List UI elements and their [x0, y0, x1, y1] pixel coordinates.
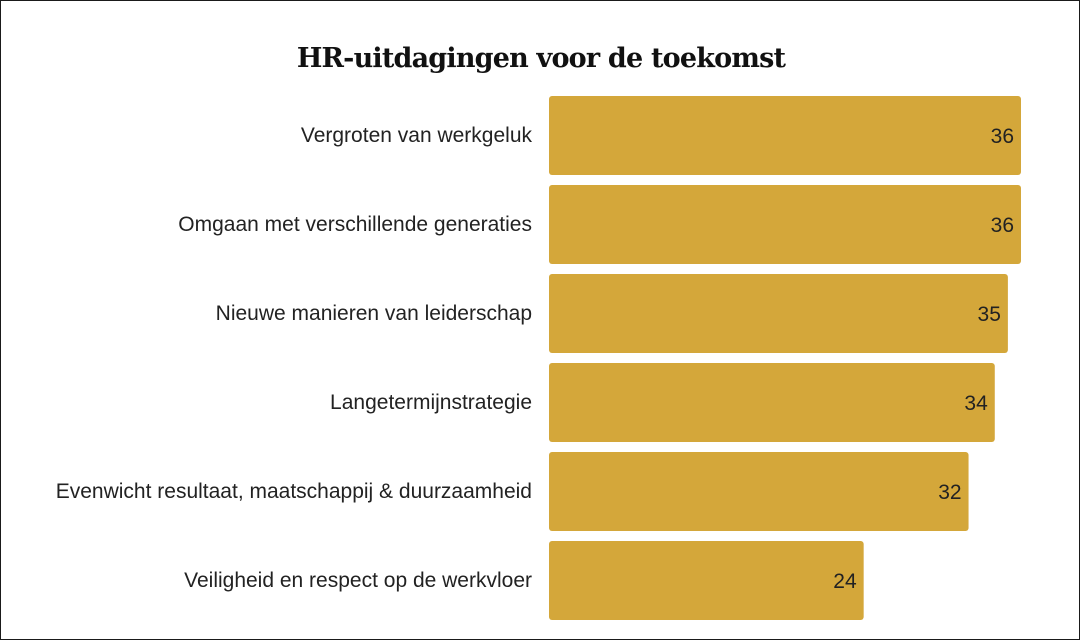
bar-4: [549, 363, 995, 442]
category-label-2: Omgaan met verschillende generaties: [178, 213, 532, 236]
category-label-3: Nieuwe manieren van leiderschap: [216, 302, 532, 325]
bar-6: [549, 541, 864, 620]
category-label-6: Veiligheid en respect op de werkvloer: [184, 569, 532, 592]
value-label-5: 32: [938, 481, 961, 504]
bar-2: [549, 185, 1021, 264]
value-label-6: 24: [833, 570, 857, 593]
value-label-3: 35: [978, 303, 1001, 326]
category-label-4: Langetermijnstrategie: [330, 391, 532, 414]
chart-title: HR-uitdagingen voor de toekomst: [296, 43, 786, 74]
value-label-1: 36: [991, 125, 1014, 148]
category-label-5: Evenwicht resultaat, maatschappij & duur…: [56, 480, 532, 503]
bar-3: [549, 274, 1008, 353]
value-label-2: 36: [991, 214, 1014, 237]
bar-5: [549, 452, 969, 531]
value-label-4: 34: [964, 392, 988, 415]
category-label-1: Vergroten van werkgeluk: [301, 124, 533, 147]
bar-1: [549, 96, 1021, 175]
